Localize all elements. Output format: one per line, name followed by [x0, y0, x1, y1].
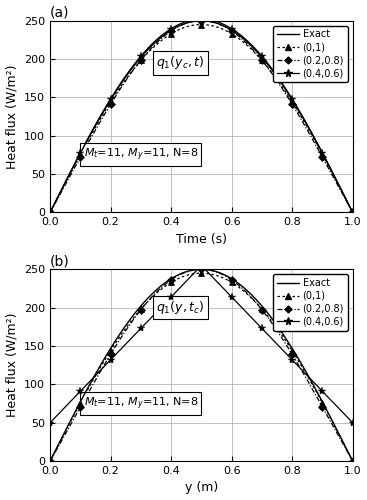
X-axis label: Time (s): Time (s) — [176, 233, 227, 246]
Y-axis label: Heat flux (W/m²): Heat flux (W/m²) — [6, 64, 19, 169]
X-axis label: y (m): y (m) — [185, 482, 218, 494]
Legend: Exact, (0,1), (0.2,0.8), (0.4,0.6): Exact, (0,1), (0.2,0.8), (0.4,0.6) — [273, 274, 348, 330]
Legend: Exact, (0,1), (0.2,0.8), (0.4,0.6): Exact, (0,1), (0.2,0.8), (0.4,0.6) — [273, 26, 348, 82]
Text: $q_1(y_c,t)$: $q_1(y_c,t)$ — [156, 54, 204, 72]
Text: $q_1(y,t_c)$: $q_1(y,t_c)$ — [156, 299, 204, 316]
Text: $M_t$=11, $M_y$=11, N=8: $M_t$=11, $M_y$=11, N=8 — [84, 146, 198, 163]
Y-axis label: Heat flux (W/m²): Heat flux (W/m²) — [6, 313, 19, 418]
Text: (a): (a) — [50, 6, 70, 20]
Text: (b): (b) — [50, 254, 70, 268]
Text: $M_t$=11, $M_y$=11, N=8: $M_t$=11, $M_y$=11, N=8 — [84, 396, 198, 411]
